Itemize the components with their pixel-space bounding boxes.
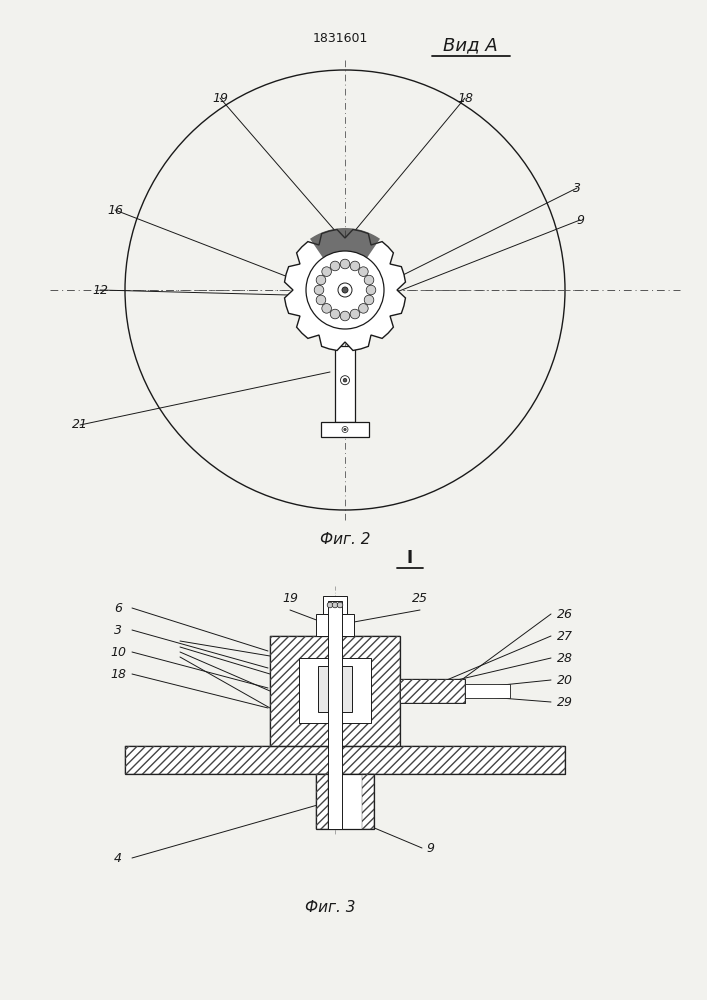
Text: 1831601: 1831601 — [312, 31, 368, 44]
Text: 29: 29 — [557, 696, 573, 708]
Text: 9: 9 — [576, 214, 584, 227]
Circle shape — [330, 309, 340, 319]
Bar — [321, 422, 369, 437]
Circle shape — [350, 261, 360, 271]
Text: 28: 28 — [557, 652, 573, 664]
Circle shape — [338, 283, 352, 297]
Text: 3: 3 — [573, 182, 581, 194]
Circle shape — [340, 259, 350, 269]
Circle shape — [358, 304, 368, 313]
Text: 19: 19 — [212, 92, 228, 104]
Text: 18: 18 — [457, 92, 473, 104]
Bar — [125, 746, 565, 774]
Circle shape — [343, 378, 347, 382]
Circle shape — [350, 309, 360, 319]
Text: 16: 16 — [107, 204, 123, 217]
Circle shape — [322, 304, 332, 313]
Bar — [400, 679, 465, 703]
Polygon shape — [310, 228, 380, 290]
Text: 3: 3 — [114, 624, 122, 637]
Bar — [316, 774, 328, 829]
Circle shape — [330, 261, 340, 271]
Circle shape — [341, 376, 349, 385]
Circle shape — [316, 275, 326, 285]
Circle shape — [342, 426, 348, 432]
Circle shape — [337, 602, 343, 608]
Circle shape — [342, 287, 348, 293]
Circle shape — [314, 285, 324, 295]
Text: 26: 26 — [557, 607, 573, 620]
Circle shape — [327, 602, 333, 608]
Text: 4: 4 — [114, 852, 122, 864]
Bar — [316, 774, 374, 829]
Circle shape — [344, 428, 346, 431]
Bar — [270, 636, 400, 746]
Text: 19: 19 — [282, 591, 298, 604]
Bar — [316, 614, 354, 636]
Bar — [335, 346, 355, 422]
Text: 25: 25 — [412, 591, 428, 604]
Text: Вид А: Вид А — [443, 36, 498, 54]
Circle shape — [322, 267, 332, 276]
Circle shape — [316, 295, 326, 305]
Bar — [299, 658, 371, 723]
Text: 9: 9 — [426, 842, 434, 854]
Text: 18: 18 — [110, 668, 126, 680]
Bar — [465, 684, 510, 698]
Text: 6: 6 — [114, 601, 122, 614]
Circle shape — [364, 295, 374, 305]
Text: 21: 21 — [72, 418, 88, 432]
Polygon shape — [284, 230, 406, 350]
Text: 27: 27 — [557, 630, 573, 643]
Circle shape — [306, 251, 384, 329]
Text: 12: 12 — [92, 284, 108, 296]
Bar — [125, 746, 565, 774]
Circle shape — [332, 602, 338, 608]
Bar — [400, 679, 465, 703]
Text: I: I — [407, 549, 413, 567]
Bar — [362, 774, 374, 829]
Bar — [323, 596, 347, 614]
Bar — [318, 666, 352, 712]
Text: Фиг. 3: Фиг. 3 — [305, 900, 355, 916]
Circle shape — [340, 311, 350, 321]
Text: 10: 10 — [110, 646, 126, 658]
Circle shape — [366, 285, 376, 295]
Bar — [270, 636, 400, 746]
Text: 20: 20 — [557, 674, 573, 686]
Circle shape — [358, 267, 368, 276]
Circle shape — [364, 275, 374, 285]
Text: Фиг. 2: Фиг. 2 — [320, 532, 370, 548]
Bar — [328, 601, 342, 829]
